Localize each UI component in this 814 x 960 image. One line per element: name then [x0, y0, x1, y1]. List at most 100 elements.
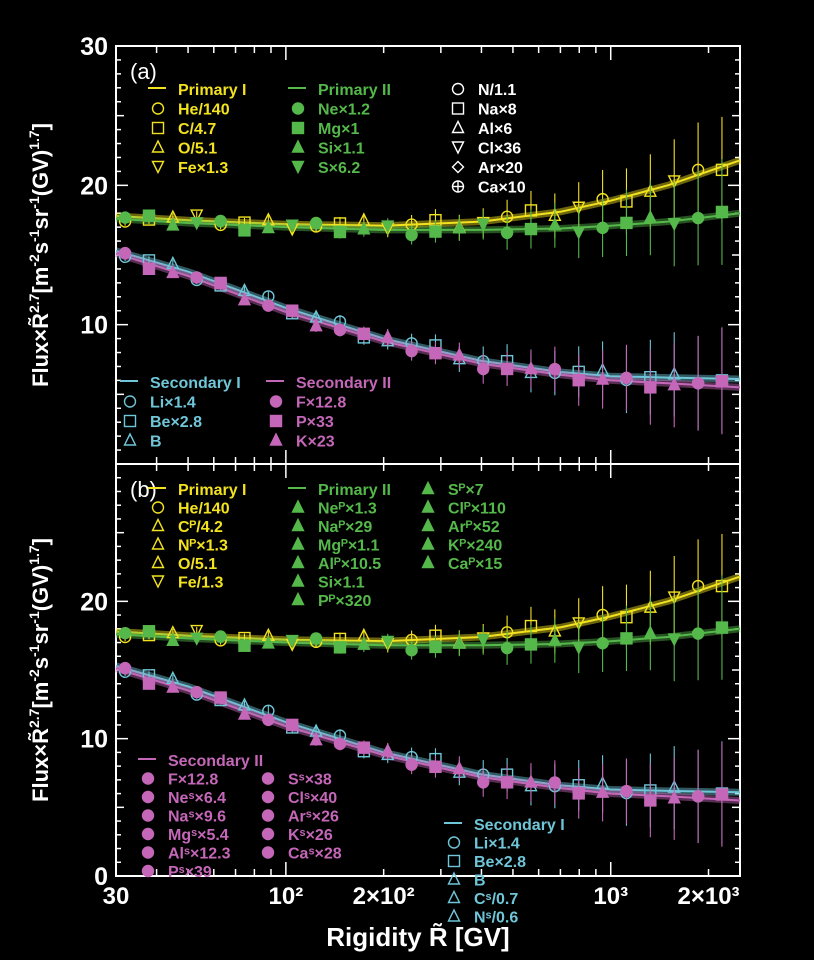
data-point — [286, 718, 299, 732]
data-point — [285, 219, 299, 233]
y-tick-label: 20 — [80, 172, 108, 200]
data-point — [643, 209, 657, 224]
data-point — [166, 217, 180, 231]
legend-other: N/1.1 Na×8 Al×6 Cl×36 Ar×20 Ca×10 — [451, 82, 526, 197]
legend-label: Clᴾ×110 — [448, 501, 506, 518]
legend-marker — [261, 827, 275, 841]
legend-label: O/5.1 — [178, 556, 217, 573]
legend-label: Mgᴾ×1.1 — [318, 538, 380, 555]
data-point — [620, 784, 633, 798]
legend-marker — [261, 790, 275, 804]
data-point — [142, 625, 156, 638]
legend-label: Be×2.8 — [150, 414, 202, 431]
y-tick-label: 20 — [80, 588, 108, 616]
data-point — [190, 624, 204, 639]
data-point — [261, 635, 275, 649]
legend-label: N/1.1 — [478, 82, 516, 99]
data-point — [572, 617, 586, 631]
data-point — [572, 201, 586, 215]
data-point — [644, 794, 657, 807]
legend-marker — [151, 160, 165, 175]
legend-marker — [151, 575, 165, 589]
data-point — [190, 271, 203, 284]
legend-marker — [421, 536, 435, 550]
legend-marker — [269, 432, 283, 446]
data-point — [691, 211, 705, 225]
data-point — [572, 226, 586, 240]
legend-label: Al×6 — [478, 121, 512, 138]
y-axis-label-part: sr — [28, 208, 53, 229]
legend-label: Pᴾ×320 — [318, 593, 372, 610]
legend-label: Cᴾ/4.2 — [178, 519, 223, 536]
data-point — [142, 677, 156, 690]
y-tick-label: 0 — [94, 863, 108, 891]
x-tick-label: 2×10³ — [677, 883, 739, 910]
y-tick-label: 10 — [80, 726, 108, 754]
legend-marker — [291, 139, 305, 153]
data-point — [548, 217, 562, 231]
data-point — [595, 784, 610, 798]
x-tick-label: 10³ — [593, 883, 628, 910]
data-point — [381, 220, 395, 234]
data-point — [357, 741, 371, 754]
x-tick-label: 10² — [269, 883, 304, 910]
legend-label: F×12.8 — [296, 395, 346, 412]
data-point — [691, 790, 705, 803]
data-point — [190, 632, 204, 646]
data-point — [452, 347, 466, 361]
legend-marker — [421, 517, 435, 532]
data-point — [620, 216, 633, 230]
data-point — [118, 246, 132, 260]
legend-marker — [151, 501, 165, 514]
legend-marker — [291, 536, 305, 550]
data-point — [452, 635, 466, 649]
y-axis-label-part: s — [28, 657, 53, 669]
data-point — [429, 346, 442, 360]
y-axis-label-part: -1 — [26, 229, 42, 242]
legend-label: Arᴾ×52 — [448, 519, 500, 536]
y-axis-label-part: -2 — [26, 669, 42, 682]
legend-marker — [421, 499, 435, 513]
data-point — [118, 661, 132, 675]
data-point — [309, 318, 323, 332]
data-point — [476, 634, 490, 648]
data-point — [667, 790, 681, 804]
legend-label: Kᴾ×240 — [448, 538, 502, 555]
legend-label: P×33 — [296, 414, 334, 431]
data-point — [667, 217, 681, 232]
data-point — [715, 788, 729, 801]
legend-label: C/4.7 — [178, 121, 216, 138]
data-point — [548, 632, 562, 646]
data-point — [214, 691, 227, 704]
legend-label: Pˢ×39 — [168, 864, 212, 881]
legend-marker — [261, 846, 275, 859]
legend-marker — [291, 573, 305, 587]
data-point — [524, 222, 538, 236]
legend-marker — [451, 180, 465, 193]
legend-label: Ar×20 — [478, 160, 523, 177]
data-point — [262, 713, 275, 727]
legend-secondary-ii: Secondary II F×12.8 P×33 K×23 — [266, 375, 391, 451]
legend-marker — [151, 536, 165, 550]
legend-label: F×12.8 — [168, 772, 218, 789]
data-point — [190, 685, 203, 699]
legend-marker — [141, 772, 155, 785]
data-point — [548, 362, 562, 376]
data-point — [477, 776, 490, 789]
data-point — [357, 221, 371, 235]
legend-marker — [421, 554, 435, 569]
data-point — [333, 225, 347, 239]
legend-label: B — [474, 873, 486, 890]
y-axis-label-part: 2.7 — [26, 708, 42, 728]
legend-label: Alᴾ×10.5 — [318, 556, 381, 573]
data-point — [309, 632, 323, 645]
legend-label: Naˢ×9.6 — [168, 809, 226, 826]
y-axis-label-part: [m — [28, 682, 53, 709]
data-point — [715, 375, 729, 388]
legend-marker — [151, 517, 165, 532]
data-point — [691, 377, 705, 390]
legend-label: Sˢ×38 — [288, 772, 332, 789]
data-point — [309, 732, 323, 746]
